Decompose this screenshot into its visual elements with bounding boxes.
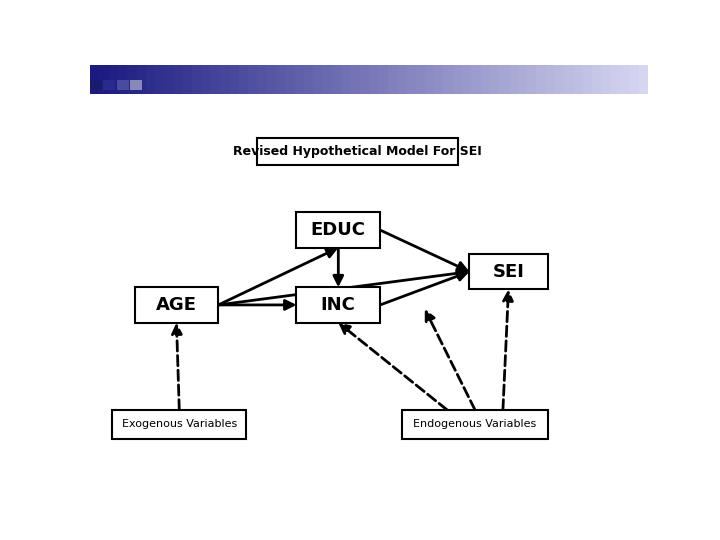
Bar [546, 65, 555, 94]
Bar [564, 65, 574, 94]
Bar [248, 65, 258, 94]
Bar [164, 65, 174, 94]
Bar [555, 65, 564, 94]
Bar [332, 65, 341, 94]
FancyBboxPatch shape [258, 138, 458, 165]
Bar [183, 65, 192, 94]
FancyBboxPatch shape [469, 254, 548, 289]
Bar [155, 65, 164, 94]
Bar [192, 65, 202, 94]
Text: Endogenous Variables: Endogenous Variables [413, 420, 536, 429]
Text: EDUC: EDUC [311, 221, 366, 239]
Bar [109, 65, 118, 94]
Bar [323, 65, 332, 94]
Bar [629, 65, 639, 94]
Bar [499, 65, 508, 94]
Text: INC: INC [321, 296, 356, 314]
FancyBboxPatch shape [402, 410, 548, 439]
Bar [285, 65, 294, 94]
Bar [369, 65, 378, 94]
Bar [239, 65, 248, 94]
FancyBboxPatch shape [297, 287, 380, 322]
Bar [341, 65, 351, 94]
Bar [444, 65, 453, 94]
Bar [593, 65, 601, 94]
Bar [137, 65, 145, 94]
Bar [490, 65, 499, 94]
Bar [620, 65, 629, 94]
Bar [574, 65, 583, 94]
Bar [117, 80, 128, 90]
Bar [425, 65, 434, 94]
Bar [99, 65, 109, 94]
Bar [104, 80, 115, 90]
Text: SEI: SEI [492, 262, 524, 281]
Bar [220, 65, 230, 94]
Bar [601, 65, 611, 94]
FancyBboxPatch shape [297, 212, 380, 248]
Bar [276, 65, 285, 94]
Bar [472, 65, 481, 94]
Bar [313, 65, 323, 94]
Text: AGE: AGE [156, 296, 197, 314]
Bar [518, 65, 527, 94]
Bar [378, 65, 387, 94]
Bar [130, 80, 142, 90]
Bar [258, 65, 266, 94]
Bar [508, 65, 518, 94]
Bar [90, 80, 102, 90]
Bar [202, 65, 211, 94]
Bar [304, 65, 313, 94]
Bar [211, 65, 220, 94]
Bar [90, 65, 99, 94]
Bar [583, 65, 593, 94]
Bar [481, 65, 490, 94]
Bar [536, 65, 546, 94]
Text: Revised Hypothetical Model For SEI: Revised Hypothetical Model For SEI [233, 145, 482, 158]
Bar [360, 65, 369, 94]
Text: Exogenous Variables: Exogenous Variables [122, 420, 237, 429]
Bar [230, 65, 239, 94]
Bar [118, 65, 127, 94]
Bar [294, 65, 304, 94]
Bar [415, 65, 425, 94]
Bar [397, 65, 406, 94]
Bar [434, 65, 444, 94]
Bar [174, 65, 183, 94]
Bar [453, 65, 462, 94]
FancyBboxPatch shape [112, 410, 246, 439]
Bar [406, 65, 415, 94]
FancyBboxPatch shape [135, 287, 218, 322]
Bar [611, 65, 620, 94]
Bar [266, 65, 276, 94]
Bar [527, 65, 536, 94]
Bar [351, 65, 360, 94]
Bar [462, 65, 472, 94]
Bar [387, 65, 397, 94]
Bar [145, 65, 155, 94]
Bar [127, 65, 137, 94]
Bar [639, 65, 648, 94]
